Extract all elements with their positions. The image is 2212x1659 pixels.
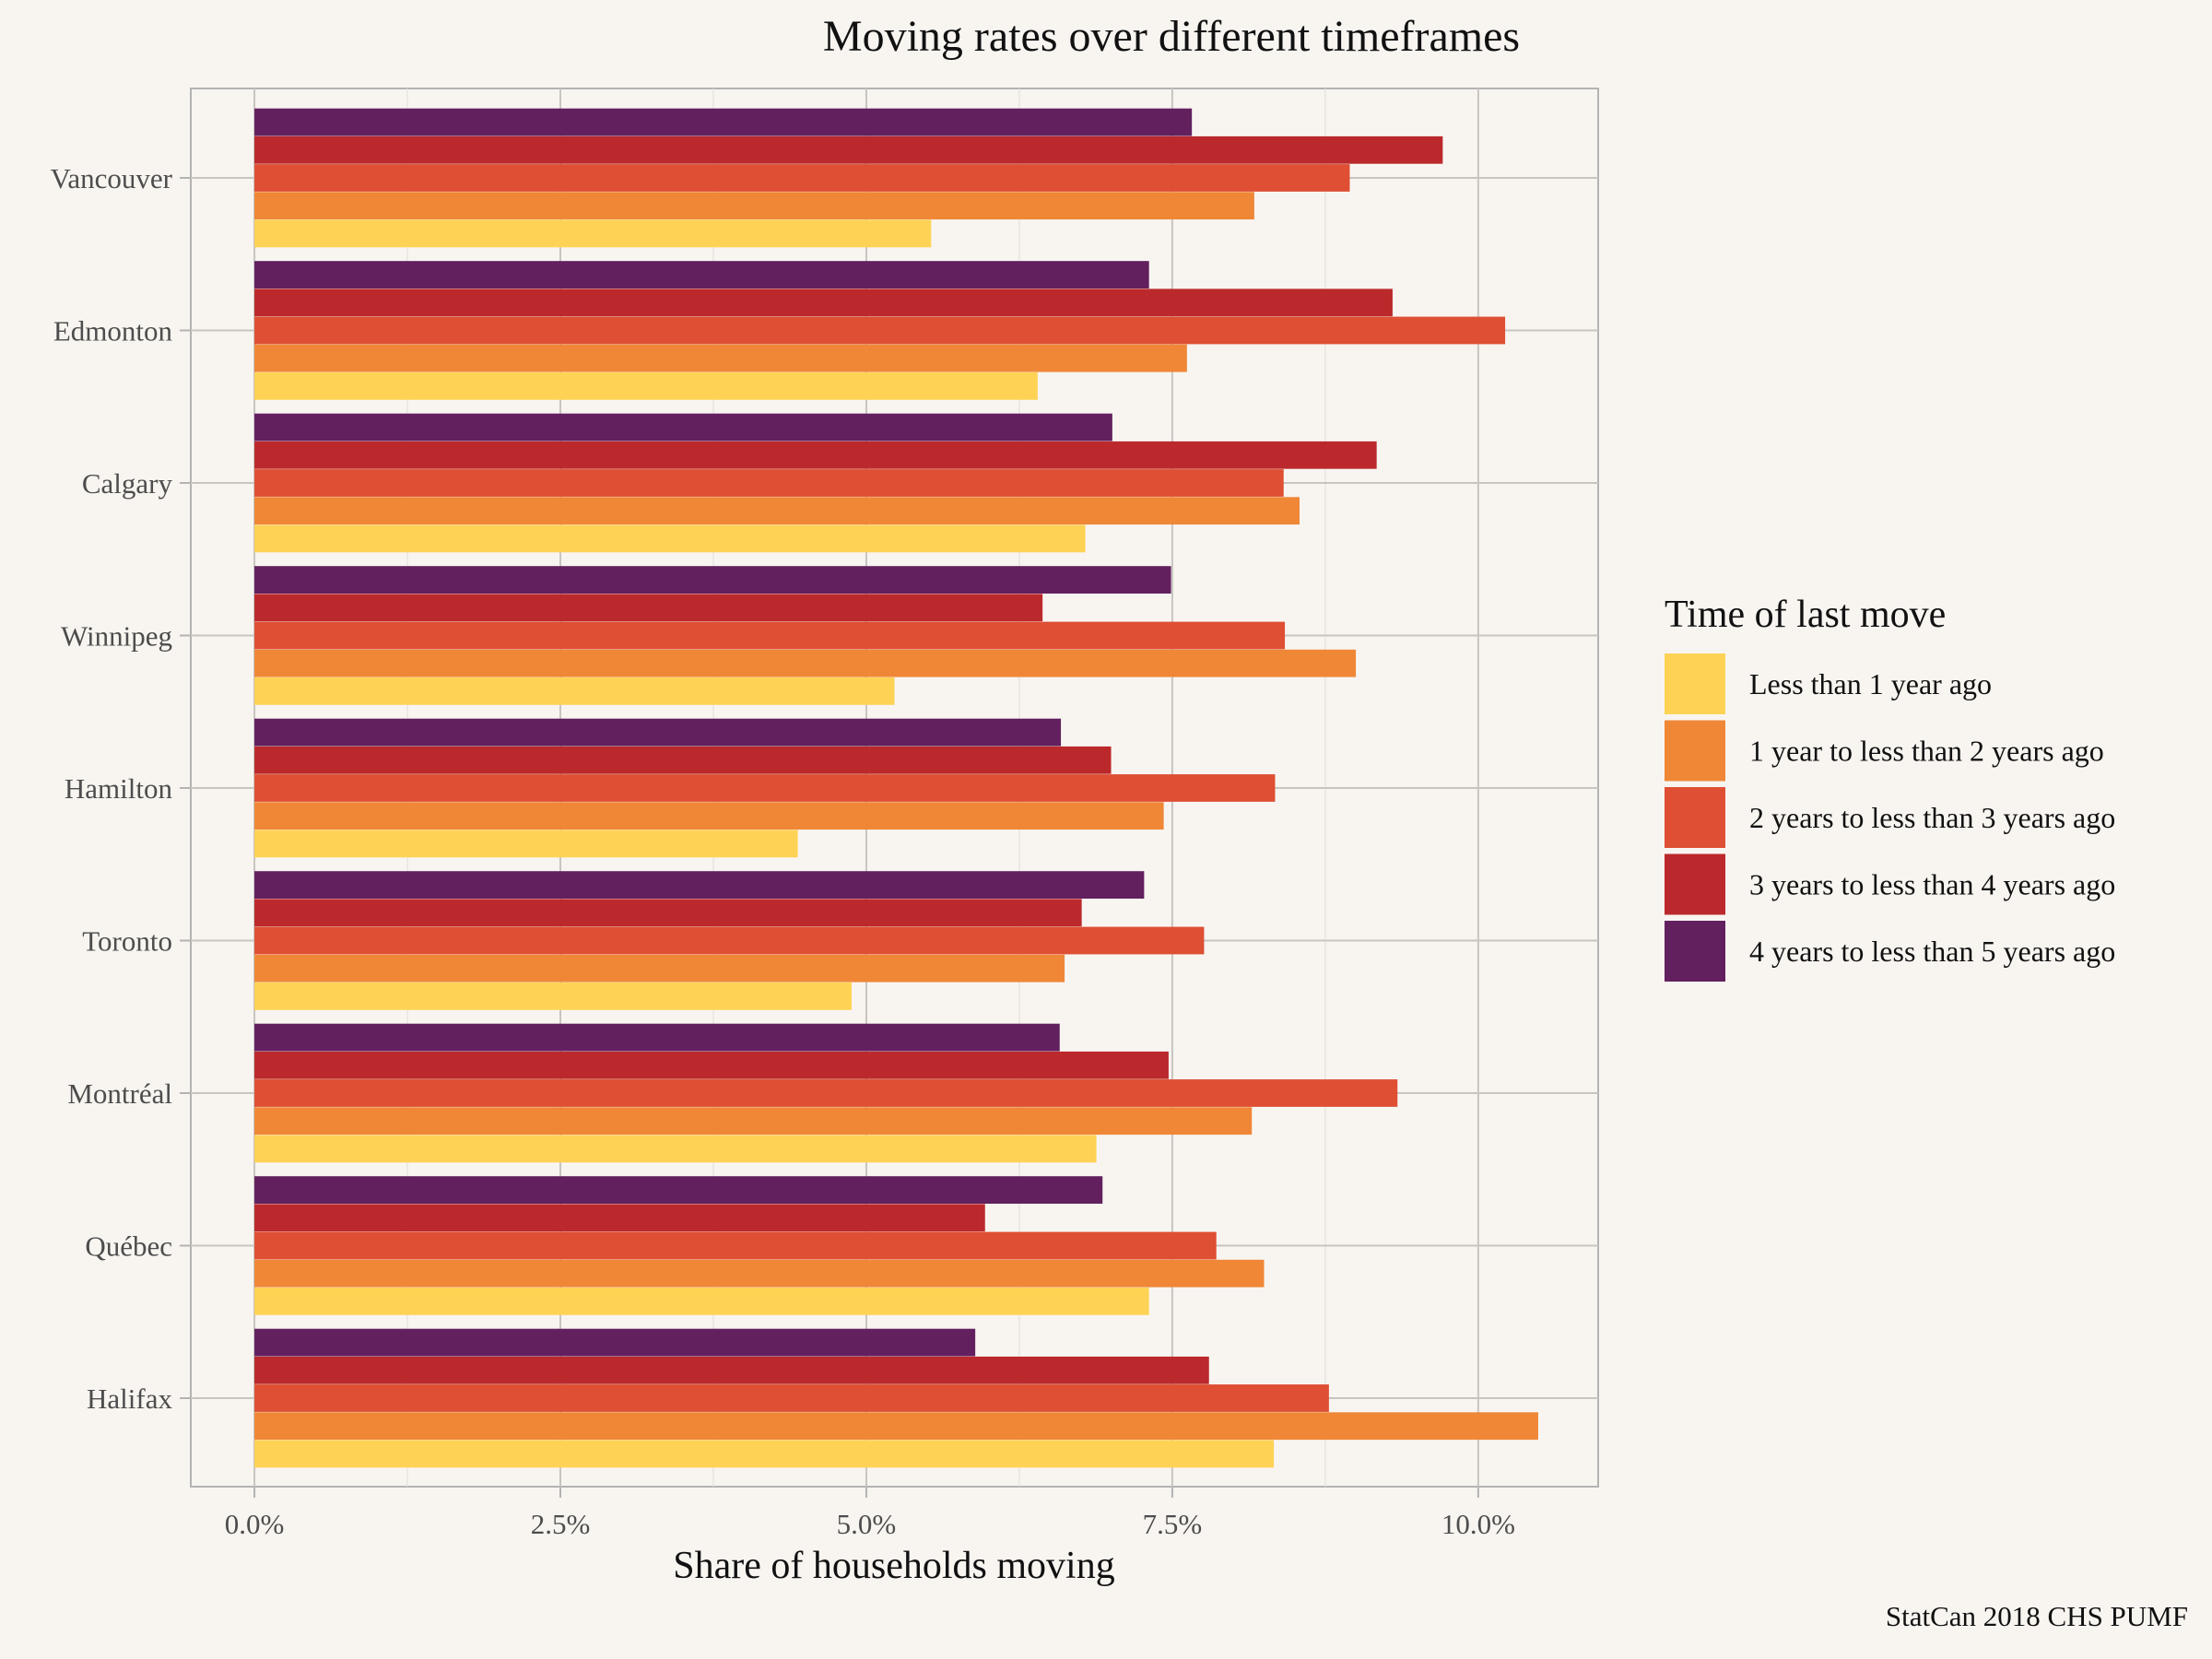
bar-2-edmonton	[254, 316, 1506, 345]
y-tick-label: Québec	[85, 1230, 172, 1263]
bar-0-halifax	[254, 1440, 1275, 1468]
legend-title: Time of last move	[1665, 594, 1946, 636]
bar-4-edmonton	[254, 261, 1149, 288]
legend-label: 1 year to less than 2 years ago	[1749, 735, 2104, 768]
bar-2-vancouver	[254, 164, 1350, 192]
bar-0-montréal	[254, 1135, 1097, 1163]
bar-1-québec	[254, 1259, 1265, 1288]
chart-title: Moving rates over different timeframes	[823, 12, 1520, 61]
bar-4-winnipeg	[254, 566, 1171, 594]
x-tick-label: 0.0%	[225, 1508, 285, 1540]
bar-3-calgary	[254, 441, 1377, 469]
plot-panel	[190, 88, 1599, 1488]
y-tick-label: Hamilton	[65, 772, 173, 805]
bar-0-toronto	[254, 982, 853, 1010]
bar-1-montréal	[254, 1107, 1253, 1135]
legend-label: 2 years to less than 3 years ago	[1749, 801, 2115, 834]
legend: Time of last move Less than 1 year ago 1 …	[1665, 594, 2115, 982]
bar-1-hamilton	[254, 802, 1164, 830]
bar-3-edmonton	[254, 288, 1393, 317]
bar-4-calgary	[254, 413, 1112, 441]
bar-2-montréal	[254, 1079, 1398, 1107]
legend-label: 3 years to less than 4 years ago	[1749, 868, 2115, 901]
bar-0-edmonton	[254, 372, 1038, 400]
x-tick-label: 5.0%	[837, 1508, 897, 1540]
x-tick-label: 2.5%	[531, 1508, 591, 1540]
y-tick-label: Montréal	[67, 1077, 172, 1110]
caption: StatCan 2018 CHS PUMF	[1886, 1600, 2188, 1632]
legend-key	[1665, 720, 1725, 782]
bar-2-winnipeg	[254, 621, 1286, 650]
bar-4-vancouver	[254, 108, 1193, 136]
bar-3-halifax	[254, 1356, 1209, 1384]
bar-4-québec	[254, 1176, 1103, 1204]
bar-0-vancouver	[254, 219, 932, 248]
bar-1-toronto	[254, 954, 1065, 982]
legend-label: 4 years to less than 5 years ago	[1749, 935, 2115, 968]
y-tick-label: Vancouver	[50, 162, 172, 194]
bar-2-calgary	[254, 469, 1284, 497]
bar-2-toronto	[254, 926, 1205, 955]
x-axis: 0.0% 2.5% 5.0% 7.5% 10.0%	[225, 1487, 1515, 1540]
bar-1-winnipeg	[254, 649, 1357, 677]
bar-3-québec	[254, 1204, 985, 1232]
y-tick-label: Edmonton	[53, 315, 173, 347]
bar-4-montréal	[254, 1023, 1060, 1052]
y-axis: Vancouver Edmonton Calgary Winnipeg Hamilton…	[50, 162, 191, 1415]
y-tick-label: Halifax	[87, 1382, 172, 1415]
y-tick-label: Calgary	[82, 467, 173, 500]
bar-1-vancouver	[254, 192, 1254, 220]
y-tick-label: Winnipeg	[61, 620, 172, 653]
legend-label: Less than 1 year ago	[1749, 667, 1992, 700]
x-tick-label: 7.5%	[1143, 1508, 1203, 1540]
bar-3-montréal	[254, 1051, 1169, 1079]
bar-2-hamilton	[254, 774, 1276, 802]
legend-key	[1665, 853, 1725, 915]
y-tick-label: Toronto	[82, 925, 172, 958]
bar-0-calgary	[254, 524, 1086, 553]
bar-4-hamilton	[254, 718, 1062, 747]
bar-3-vancouver	[254, 135, 1443, 164]
bar-1-halifax	[254, 1412, 1538, 1441]
bar-2-québec	[254, 1231, 1217, 1260]
x-tick-label: 10.0%	[1441, 1508, 1515, 1540]
bar-0-hamilton	[254, 830, 798, 858]
bar-1-calgary	[254, 497, 1300, 525]
bar-0-québec	[254, 1288, 1149, 1315]
bar-4-halifax	[254, 1328, 976, 1357]
bar-3-winnipeg	[254, 594, 1043, 622]
legend-key	[1665, 653, 1725, 714]
legend-key	[1665, 921, 1725, 982]
bar-3-hamilton	[254, 746, 1112, 774]
x-axis-title: Share of households moving	[673, 1545, 1114, 1587]
bars	[254, 108, 1538, 1468]
bar-3-toronto	[254, 899, 1082, 927]
bar-1-edmonton	[254, 344, 1187, 372]
bar-0-winnipeg	[254, 677, 895, 705]
bar-2-halifax	[254, 1384, 1329, 1412]
legend-key	[1665, 787, 1725, 848]
bar-4-toronto	[254, 871, 1145, 899]
